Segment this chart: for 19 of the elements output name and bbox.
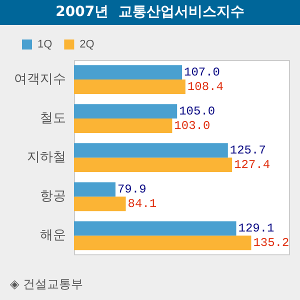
y-tick-label: 지하철 bbox=[27, 150, 66, 165]
text: ◈ 건설교통부 bbox=[10, 276, 84, 293]
legend-label: 2Q bbox=[80, 38, 95, 51]
data-label: 79.9 bbox=[117, 182, 146, 197]
y-tick-label: 항공 bbox=[40, 189, 66, 204]
data-label: 127.4 bbox=[234, 158, 270, 172]
data-label: 129.1 bbox=[238, 222, 274, 236]
legend-label: 1Q bbox=[38, 38, 53, 51]
data-label: 105.0 bbox=[179, 104, 216, 119]
data-label: 125.7 bbox=[230, 144, 266, 158]
data-label: 103.0 bbox=[174, 118, 210, 133]
y-tick-label: 여객지수 bbox=[14, 72, 66, 87]
data-label: 108.4 bbox=[187, 80, 224, 94]
chart-title: 2007년 교통산업서비스지수 bbox=[0, 0, 300, 25]
y-tick-label: 해운 bbox=[40, 228, 66, 244]
data-label: 107.0 bbox=[184, 65, 220, 80]
data-label: 135.2 bbox=[253, 236, 290, 250]
y-tick-label: 철도 bbox=[40, 110, 66, 126]
data-label: 84.1 bbox=[128, 197, 157, 212]
